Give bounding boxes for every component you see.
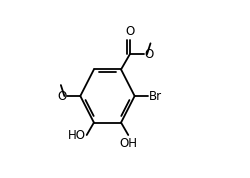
Text: OH: OH [119, 137, 137, 150]
Text: HO: HO [68, 129, 86, 142]
Text: O: O [125, 25, 134, 38]
Text: Br: Br [148, 90, 162, 103]
Text: O: O [145, 48, 154, 61]
Text: O: O [57, 90, 66, 103]
